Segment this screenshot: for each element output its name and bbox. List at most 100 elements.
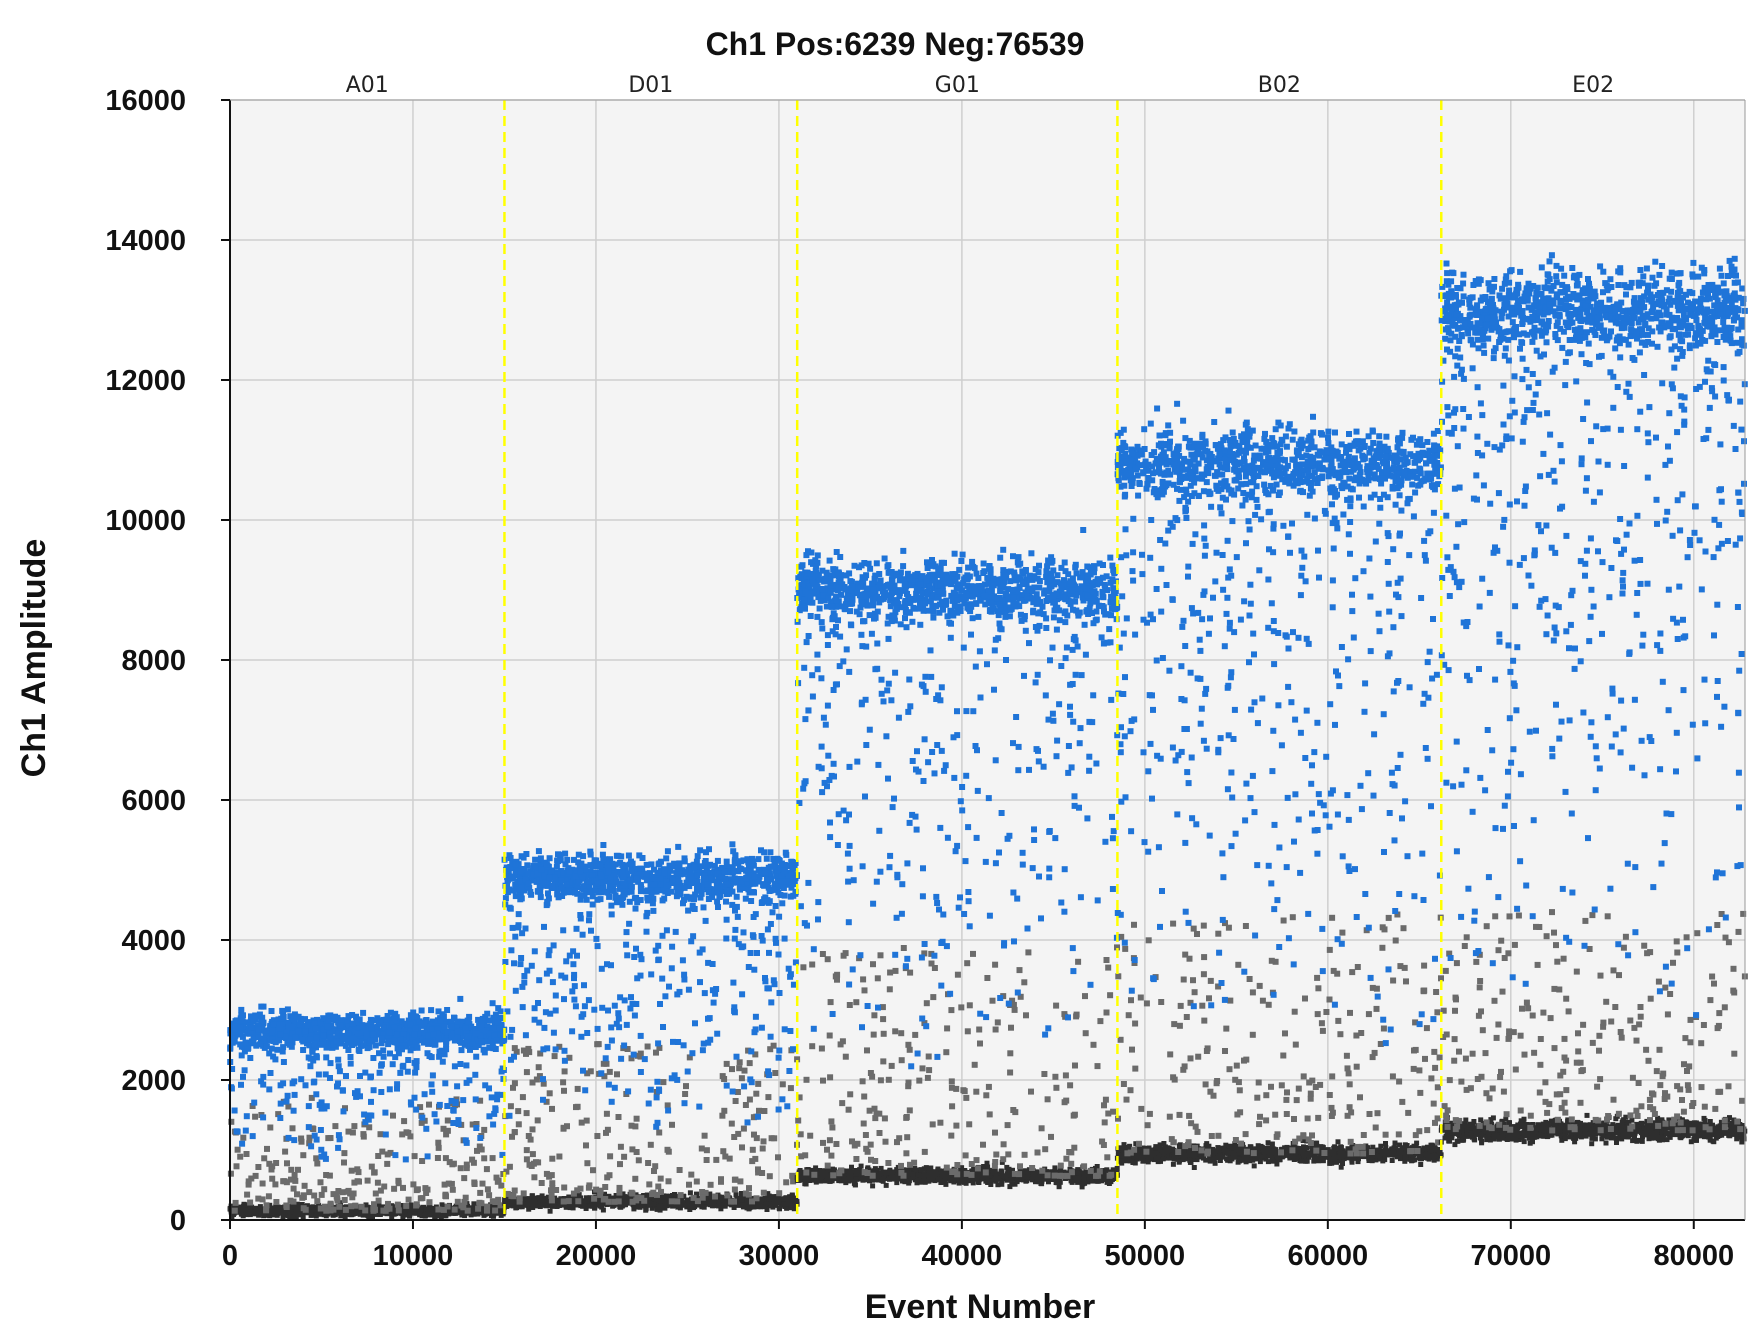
negative-droplet bbox=[852, 1182, 858, 1188]
negative-droplet bbox=[560, 1198, 567, 1205]
negative-droplet bbox=[759, 1196, 765, 1202]
negative-droplet bbox=[413, 1206, 419, 1212]
negative-droplet bbox=[898, 1057, 905, 1064]
negative-droplet bbox=[538, 1180, 545, 1186]
negative-droplet bbox=[809, 961, 816, 968]
negative-droplet bbox=[1016, 967, 1023, 974]
negative-droplet bbox=[266, 1160, 273, 1167]
negative-droplet bbox=[484, 1203, 491, 1210]
negative-droplet bbox=[649, 1191, 656, 1198]
negative-droplet bbox=[317, 1205, 324, 1212]
negative-droplet bbox=[461, 1175, 468, 1182]
negative-droplet bbox=[449, 1161, 456, 1168]
negative-droplet bbox=[876, 1130, 883, 1136]
negative-droplet bbox=[749, 1146, 756, 1153]
negative-droplet bbox=[511, 1045, 518, 1052]
negative-droplet bbox=[442, 1155, 449, 1162]
negative-droplet bbox=[886, 986, 893, 993]
negative-droplet bbox=[1073, 1011, 1080, 1018]
negative-droplet bbox=[413, 1187, 420, 1194]
negative-droplet bbox=[722, 1202, 728, 1208]
negative-droplet bbox=[811, 1171, 818, 1178]
negative-droplet bbox=[435, 1139, 442, 1146]
negative-droplet bbox=[789, 1194, 795, 1199]
negative-droplet bbox=[525, 1045, 532, 1052]
negative-droplet bbox=[556, 1153, 563, 1160]
negative-droplet bbox=[280, 1206, 286, 1212]
negative-droplet bbox=[446, 1208, 452, 1214]
negative-droplet bbox=[763, 1201, 769, 1207]
negative-droplet bbox=[342, 1105, 348, 1112]
negative-droplet bbox=[314, 1209, 320, 1215]
negative-droplet bbox=[255, 1195, 262, 1202]
negative-droplet bbox=[299, 1209, 305, 1215]
negative-droplet bbox=[375, 1153, 382, 1159]
negative-droplet bbox=[484, 1207, 490, 1214]
negative-droplet bbox=[1016, 1171, 1023, 1178]
negative-droplet bbox=[523, 1110, 530, 1117]
negative-droplet bbox=[1097, 1018, 1104, 1025]
negative-droplet bbox=[561, 1087, 567, 1094]
negative-droplet bbox=[229, 1214, 235, 1220]
negative-droplet bbox=[1192, 1153, 1198, 1159]
negative-droplet bbox=[368, 1163, 375, 1170]
negative-droplet bbox=[1087, 1167, 1094, 1174]
negative-droplet bbox=[342, 1206, 349, 1213]
negative-droplet bbox=[701, 1132, 708, 1139]
negative-droplet bbox=[962, 1152, 969, 1159]
negative-droplet bbox=[444, 1127, 451, 1134]
negative-droplet bbox=[853, 1176, 859, 1182]
negative-droplet bbox=[906, 1107, 913, 1114]
negative-droplet bbox=[681, 1202, 687, 1208]
negative-droplet bbox=[234, 1146, 241, 1153]
negative-droplet bbox=[712, 1193, 718, 1200]
negative-droplet bbox=[1007, 1050, 1014, 1057]
negative-droplet bbox=[375, 1197, 382, 1204]
negative-droplet bbox=[749, 1198, 755, 1205]
negative-droplet bbox=[560, 1124, 567, 1131]
negative-droplet bbox=[921, 1148, 928, 1155]
negative-droplet bbox=[717, 1202, 723, 1208]
negative-droplet bbox=[869, 1172, 876, 1179]
negative-droplet bbox=[323, 1207, 330, 1214]
negative-droplet bbox=[291, 1203, 297, 1209]
negative-droplet bbox=[587, 1203, 593, 1209]
negative-droplet bbox=[746, 1185, 752, 1192]
negative-droplet bbox=[657, 1175, 664, 1182]
negative-droplet bbox=[1067, 1082, 1074, 1089]
negative-droplet bbox=[976, 1026, 983, 1033]
negative-droplet bbox=[1062, 1072, 1069, 1079]
negative-droplet bbox=[817, 1170, 823, 1176]
negative-droplet bbox=[423, 1190, 430, 1196]
negative-droplet bbox=[896, 1135, 903, 1142]
negative-droplet bbox=[355, 1169, 362, 1176]
negative-droplet bbox=[731, 1186, 738, 1193]
negative-droplet bbox=[970, 950, 976, 957]
negative-droplet bbox=[870, 961, 876, 968]
negative-droplet bbox=[318, 1210, 324, 1215]
negative-droplet bbox=[1008, 1176, 1014, 1182]
negative-droplet bbox=[384, 1151, 391, 1158]
negative-droplet bbox=[943, 1049, 950, 1056]
negative-droplet bbox=[635, 1157, 642, 1164]
negative-droplet bbox=[267, 1207, 273, 1212]
negative-droplet bbox=[1009, 1181, 1015, 1187]
negative-droplet bbox=[1094, 1063, 1101, 1070]
negative-droplet bbox=[1177, 1142, 1183, 1148]
negative-droplet bbox=[1055, 1179, 1061, 1185]
negative-droplet bbox=[244, 1191, 251, 1198]
negative-droplet bbox=[314, 1160, 321, 1167]
negative-droplet bbox=[885, 1076, 892, 1083]
negative-droplet bbox=[1075, 958, 1082, 965]
negative-droplet bbox=[1017, 1163, 1023, 1170]
negative-droplet bbox=[1048, 1133, 1054, 1140]
negative-droplet bbox=[586, 1182, 593, 1189]
negative-droplet bbox=[336, 1203, 343, 1210]
negative-droplet bbox=[923, 1000, 930, 1007]
negative-droplet bbox=[807, 1178, 812, 1183]
negative-droplet bbox=[244, 1209, 250, 1215]
negative-droplet bbox=[775, 1154, 781, 1161]
negative-droplet bbox=[519, 1204, 525, 1210]
negative-droplet bbox=[245, 1181, 252, 1188]
